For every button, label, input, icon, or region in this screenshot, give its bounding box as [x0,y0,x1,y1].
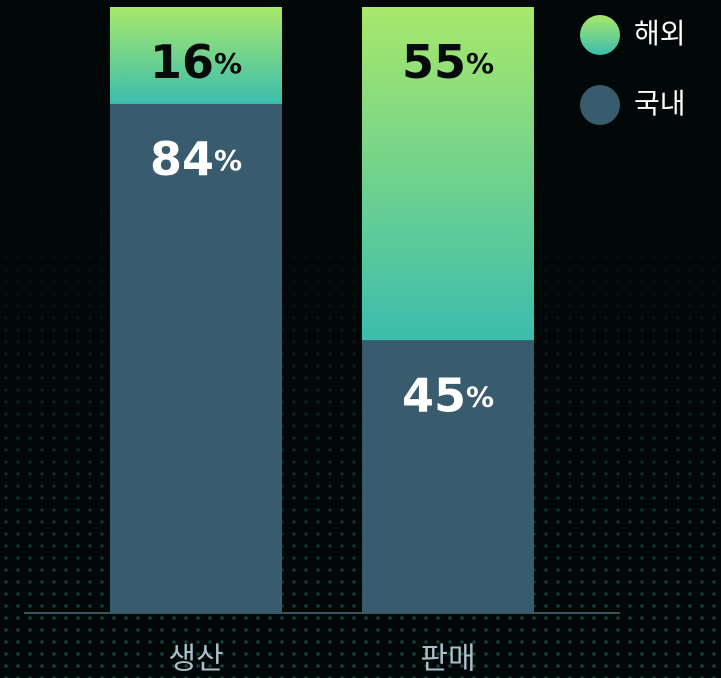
legend-swatch [580,85,620,125]
value-label: 84% [150,131,242,185]
bar-segment [110,7,282,104]
value-label: 16% [150,35,242,89]
value-label: 55% [402,35,494,89]
legend-swatch [580,15,620,55]
x-tick-label: 생산 [168,642,223,677]
bar-segment [362,340,534,613]
bar-segment [362,7,534,341]
legend-label: 국내 [634,87,686,120]
x-tick-label: 판매 [420,642,475,677]
legend-label: 해외 [634,17,686,50]
bar-segment [110,103,282,614]
value-label: 45% [402,368,494,422]
